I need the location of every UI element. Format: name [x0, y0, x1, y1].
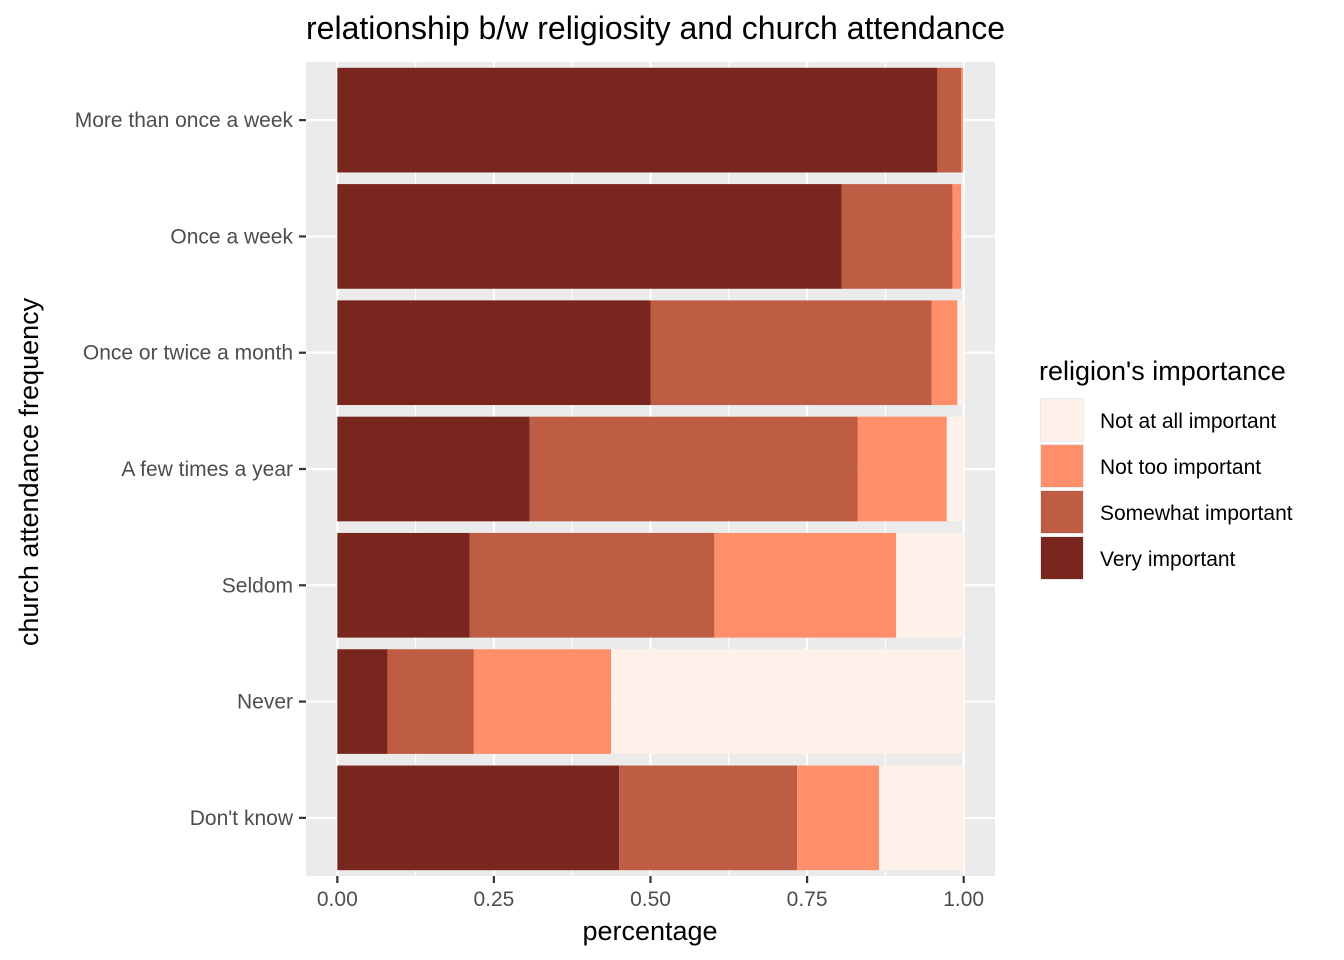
x-tick-label: 1.00: [943, 888, 984, 911]
legend-label: Very important: [1100, 548, 1236, 571]
bar-segment: [337, 67, 938, 173]
legend-swatch: [1041, 445, 1083, 487]
x-axis-title: percentage: [582, 916, 717, 946]
bar-segment: [841, 184, 953, 289]
y-axis: More than once a week Once a week Once or …: [75, 109, 306, 830]
legend-swatch: [1041, 399, 1083, 441]
y-tick-label: Once a week: [170, 225, 293, 248]
bar-segment: [337, 184, 842, 289]
x-axis: 0.00 0.25 0.50 0.75 1.00: [317, 876, 984, 911]
bar-segment: [529, 416, 858, 522]
bar-segment: [337, 416, 530, 522]
legend-label: Somewhat important: [1100, 502, 1293, 525]
bar-segment: [611, 649, 964, 754]
y-tick-label: Never: [237, 691, 293, 714]
x-tick-label: 0.00: [317, 888, 358, 911]
bar-segment: [337, 300, 651, 406]
bar-segment: [879, 765, 964, 871]
bar-segment: [896, 532, 964, 638]
x-tick-label: 0.25: [473, 888, 514, 911]
legend-label: Not at all important: [1100, 410, 1276, 433]
y-tick-label: Seldom: [222, 574, 293, 597]
bars: [337, 67, 964, 871]
bar-segment: [650, 300, 932, 406]
bar-segment: [469, 532, 715, 638]
bar-segment: [387, 649, 474, 754]
bar-segment: [337, 765, 620, 871]
bar-segment: [937, 67, 962, 173]
bar-segment: [957, 300, 964, 406]
bar-segment: [797, 765, 880, 871]
bar-segment: [857, 416, 947, 522]
bar-segment: [337, 532, 470, 638]
y-tick-label: More than once a week: [75, 109, 294, 132]
bar-segment: [961, 184, 964, 289]
bar-segment: [714, 532, 897, 638]
legend-label: Not too important: [1100, 456, 1261, 479]
y-tick-label: Once or twice a month: [83, 342, 293, 365]
bar-segment: [473, 649, 612, 754]
bar-segment: [952, 184, 962, 289]
legend-swatch: [1041, 491, 1083, 533]
bar-segment: [931, 300, 958, 406]
x-tick-label: 0.75: [787, 888, 828, 911]
y-axis-title: church attendance frequency: [14, 297, 44, 646]
bar-segment: [963, 67, 964, 173]
bar-segment: [946, 416, 964, 522]
y-tick-label: A few times a year: [121, 458, 293, 481]
bar-segment: [337, 649, 388, 754]
legend-swatch: [1041, 537, 1083, 579]
legend: religion's importance Not at all importa…: [1039, 356, 1293, 580]
y-tick-label: Don't know: [190, 807, 294, 830]
bar-segment: [619, 765, 798, 871]
x-tick-label: 0.50: [630, 888, 671, 911]
bar-segment: [961, 67, 964, 173]
chart-title: relationship b/w religiosity and church …: [306, 10, 1005, 46]
legend-title: religion's importance: [1039, 356, 1286, 386]
